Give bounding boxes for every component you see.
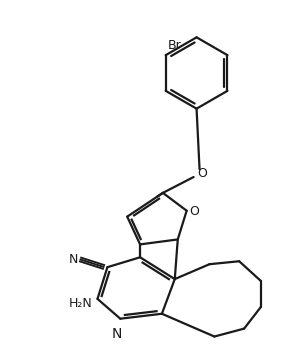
Text: N: N xyxy=(68,253,78,266)
Text: O: O xyxy=(197,167,207,180)
Text: Br: Br xyxy=(168,39,182,52)
Text: H₂N: H₂N xyxy=(69,297,92,310)
Text: N: N xyxy=(112,327,123,341)
Text: O: O xyxy=(190,205,200,218)
